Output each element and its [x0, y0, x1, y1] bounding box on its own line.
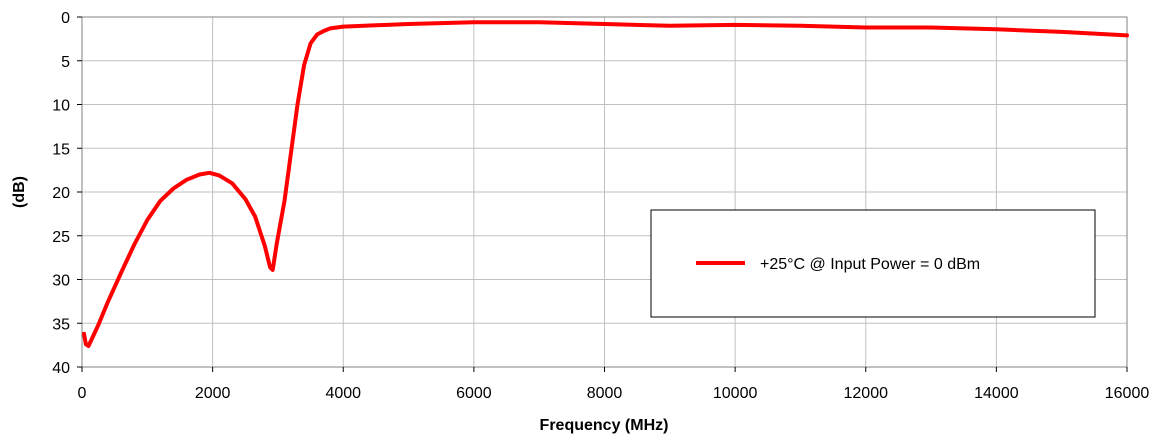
y-tick-label: 35 [52, 316, 70, 333]
y-tick-label: 0 [61, 10, 70, 27]
y-tick-label: 10 [52, 98, 70, 115]
x-tick-label: 14000 [974, 385, 1019, 402]
series-line-0 [82, 20, 1129, 348]
y-tick-label: 40 [52, 360, 70, 377]
y-tick-label: 20 [52, 185, 70, 202]
y-axis-ticks: 0 5 10 15 20 25 30 35 40 [52, 10, 82, 377]
x-tick-label: 8000 [587, 385, 623, 402]
y-tick-label: 15 [52, 141, 70, 158]
x-tick-label: 2000 [195, 385, 231, 402]
x-axis-ticks: 0 2000 4000 6000 8000 10000 12000 14000 16000 [78, 367, 1150, 402]
x-tick-label: 0 [78, 385, 87, 402]
y-axis-title: (dB) [11, 176, 28, 208]
y-tick-label: 30 [52, 273, 70, 290]
legend: +25°C @ Input Power = 0 dBm [650, 209, 1096, 318]
y-tick-label: 25 [52, 229, 70, 246]
series-group [82, 20, 1129, 348]
x-tick-label: 4000 [325, 385, 361, 402]
x-tick-label: 6000 [456, 385, 492, 402]
legend-label: +25°C @ Input Power = 0 dBm [760, 256, 980, 273]
y-tick-label: 5 [61, 54, 70, 71]
x-tick-label: 12000 [844, 385, 889, 402]
x-tick-label: 10000 [713, 385, 758, 402]
x-axis-title: Frequency (MHz) [540, 417, 669, 434]
x-tick-label: 16000 [1105, 385, 1150, 402]
